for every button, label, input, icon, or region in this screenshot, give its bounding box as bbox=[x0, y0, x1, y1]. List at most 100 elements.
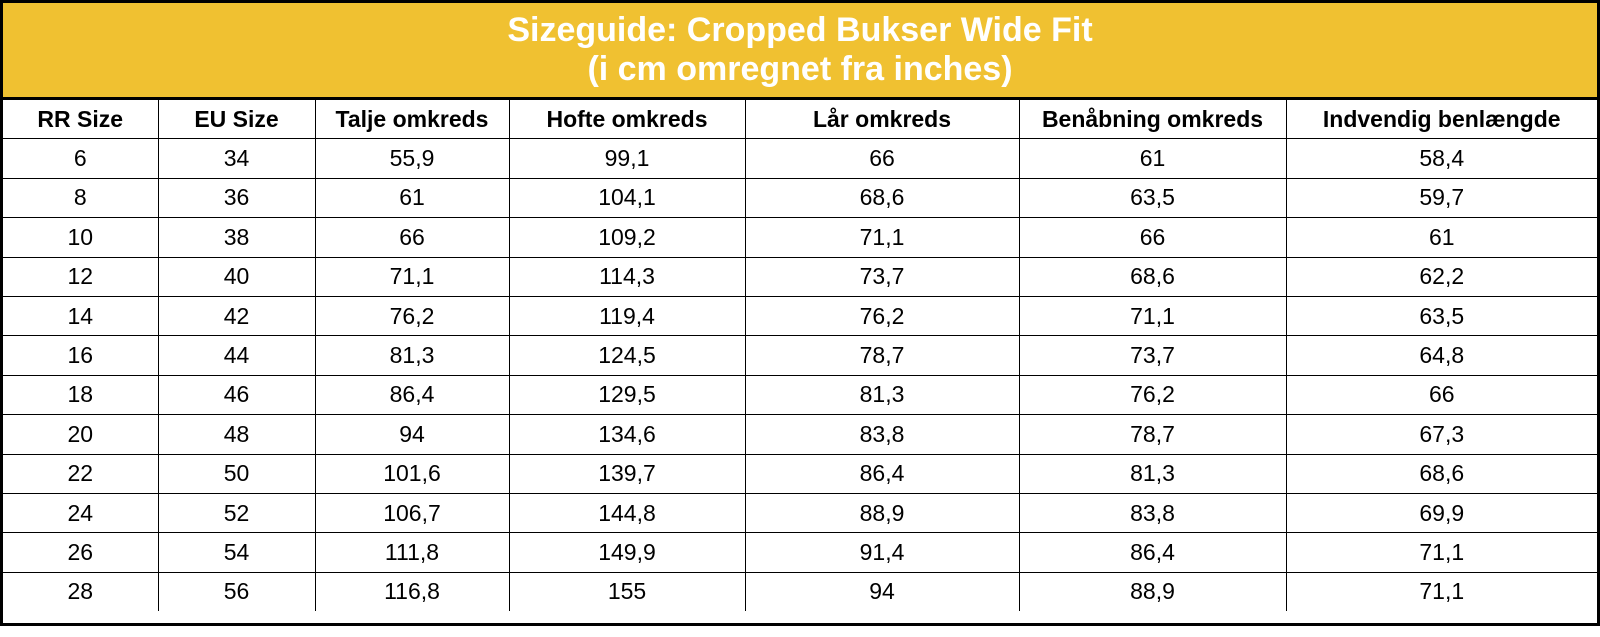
table-cell: 20 bbox=[3, 414, 159, 455]
table-cell: 61 bbox=[1285, 217, 1597, 258]
table-cell: 94 bbox=[744, 571, 1020, 612]
table-cell: 73,7 bbox=[744, 256, 1020, 297]
table-cell: 10 bbox=[3, 217, 159, 258]
table-row: 22 50 101,6 139,7 86,4 81,3 68,6 bbox=[3, 453, 1597, 494]
table-cell: 54 bbox=[157, 532, 316, 573]
table-cell: 52 bbox=[157, 492, 316, 534]
table-row: 24 52 106,7 144,8 88,9 83,8 69,9 bbox=[3, 492, 1597, 534]
table-cell: 66 bbox=[1285, 374, 1597, 416]
table-row: 14 42 76,2 119,4 76,2 71,1 63,5 bbox=[3, 295, 1597, 337]
table-cell: 99,1 bbox=[508, 138, 746, 179]
table-cell: 68,6 bbox=[744, 177, 1020, 219]
table-cell: 58,4 bbox=[1285, 138, 1597, 179]
table-cell: 101,6 bbox=[314, 453, 510, 494]
table-cell: 91,4 bbox=[744, 532, 1020, 573]
column-header: Benåbning omkreds bbox=[1018, 98, 1287, 140]
table-cell: 71,1 bbox=[1285, 571, 1597, 612]
column-header: Lår omkreds bbox=[744, 98, 1020, 140]
table-cell: 6 bbox=[3, 138, 159, 179]
table-row: 26 54 111,8 149,9 91,4 86,4 71,1 bbox=[3, 532, 1597, 573]
table-cell: 88,9 bbox=[744, 492, 1020, 534]
table-cell: 69,9 bbox=[1285, 492, 1597, 534]
size-table: RR Size EU Size Talje omkreds Hofte omkreds… bbox=[3, 98, 1597, 612]
title: Sizeguide: Cropped Bukser Wide Fit bbox=[507, 11, 1093, 49]
table-cell: 68,6 bbox=[1285, 453, 1597, 494]
column-header: Indvendig benlængde bbox=[1285, 98, 1597, 140]
table-cell: 71,1 bbox=[1018, 295, 1287, 337]
table-cell: 94 bbox=[314, 414, 510, 455]
table-cell: 24 bbox=[3, 492, 159, 534]
table-cell: 81,3 bbox=[744, 374, 1020, 416]
table-row: 6 34 55,9 99,1 66 61 58,4 bbox=[3, 138, 1597, 179]
table-row: 18 46 86,4 129,5 81,3 76,2 66 bbox=[3, 374, 1597, 416]
table-cell: 114,3 bbox=[508, 256, 746, 297]
table-cell: 14 bbox=[3, 295, 159, 337]
table-cell: 8 bbox=[3, 177, 159, 219]
table-cell: 139,7 bbox=[508, 453, 746, 494]
table-cell: 16 bbox=[3, 335, 159, 376]
table-cell: 86,4 bbox=[314, 374, 510, 416]
table-cell: 50 bbox=[157, 453, 316, 494]
table-cell: 36 bbox=[157, 177, 316, 219]
table-cell: 155 bbox=[508, 571, 746, 612]
table-cell: 144,8 bbox=[508, 492, 746, 534]
table-cell: 71,1 bbox=[744, 217, 1020, 258]
column-header: RR Size bbox=[3, 98, 159, 140]
table-cell: 129,5 bbox=[508, 374, 746, 416]
table-cell: 66 bbox=[744, 138, 1020, 179]
table-cell: 44 bbox=[157, 335, 316, 376]
table-cell: 119,4 bbox=[508, 295, 746, 337]
table-cell: 81,3 bbox=[1018, 453, 1287, 494]
table-cell: 40 bbox=[157, 256, 316, 297]
column-header: Hofte omkreds bbox=[508, 98, 746, 140]
table-row: 16 44 81,3 124,5 78,7 73,7 64,8 bbox=[3, 335, 1597, 376]
table-row: 10 38 66 109,2 71,1 66 61 bbox=[3, 217, 1597, 258]
table-cell: 116,8 bbox=[314, 571, 510, 612]
table-cell: 88,9 bbox=[1018, 571, 1287, 612]
column-header: EU Size bbox=[157, 98, 316, 140]
table-cell: 26 bbox=[3, 532, 159, 573]
table-row: 12 40 71,1 114,3 73,7 68,6 62,2 bbox=[3, 256, 1597, 297]
table-cell: 59,7 bbox=[1285, 177, 1597, 219]
table-cell: 62,2 bbox=[1285, 256, 1597, 297]
table-row: 28 56 116,8 155 94 88,9 71,1 bbox=[3, 571, 1597, 612]
table-cell: 111,8 bbox=[314, 532, 510, 573]
table-cell: 104,1 bbox=[508, 177, 746, 219]
table-cell: 83,8 bbox=[744, 414, 1020, 455]
table-cell: 73,7 bbox=[1018, 335, 1287, 376]
table-cell: 76,2 bbox=[744, 295, 1020, 337]
table-cell: 64,8 bbox=[1285, 335, 1597, 376]
table-cell: 81,3 bbox=[314, 335, 510, 376]
table-cell: 18 bbox=[3, 374, 159, 416]
table-cell: 67,3 bbox=[1285, 414, 1597, 455]
table-cell: 28 bbox=[3, 571, 159, 612]
table-cell: 86,4 bbox=[744, 453, 1020, 494]
table-cell: 56 bbox=[157, 571, 316, 612]
table-cell: 55,9 bbox=[314, 138, 510, 179]
table-cell: 76,2 bbox=[1018, 374, 1287, 416]
table-cell: 48 bbox=[157, 414, 316, 455]
table-cell: 42 bbox=[157, 295, 316, 337]
table-cell: 86,4 bbox=[1018, 532, 1287, 573]
table-cell: 134,6 bbox=[508, 414, 746, 455]
table-cell: 71,1 bbox=[1285, 532, 1597, 573]
table-cell: 149,9 bbox=[508, 532, 746, 573]
table-cell: 68,6 bbox=[1018, 256, 1287, 297]
table-cell: 63,5 bbox=[1018, 177, 1287, 219]
table-cell: 22 bbox=[3, 453, 159, 494]
column-header: Talje omkreds bbox=[314, 98, 510, 140]
table-cell: 78,7 bbox=[744, 335, 1020, 376]
table-row: 8 36 61 104,1 68,6 63,5 59,7 bbox=[3, 177, 1597, 219]
title-band: Sizeguide: Cropped Bukser Wide Fit (i cm… bbox=[3, 3, 1597, 99]
table-cell: 38 bbox=[157, 217, 316, 258]
table-cell: 76,2 bbox=[314, 295, 510, 337]
header-row: RR Size EU Size Talje omkreds Hofte omkreds… bbox=[3, 98, 1597, 140]
table-cell: 124,5 bbox=[508, 335, 746, 376]
table-cell: 61 bbox=[1018, 138, 1287, 179]
table-cell: 66 bbox=[314, 217, 510, 258]
table-cell: 12 bbox=[3, 256, 159, 297]
table-cell: 109,2 bbox=[508, 217, 746, 258]
table-cell: 66 bbox=[1018, 217, 1287, 258]
table-cell: 71,1 bbox=[314, 256, 510, 297]
